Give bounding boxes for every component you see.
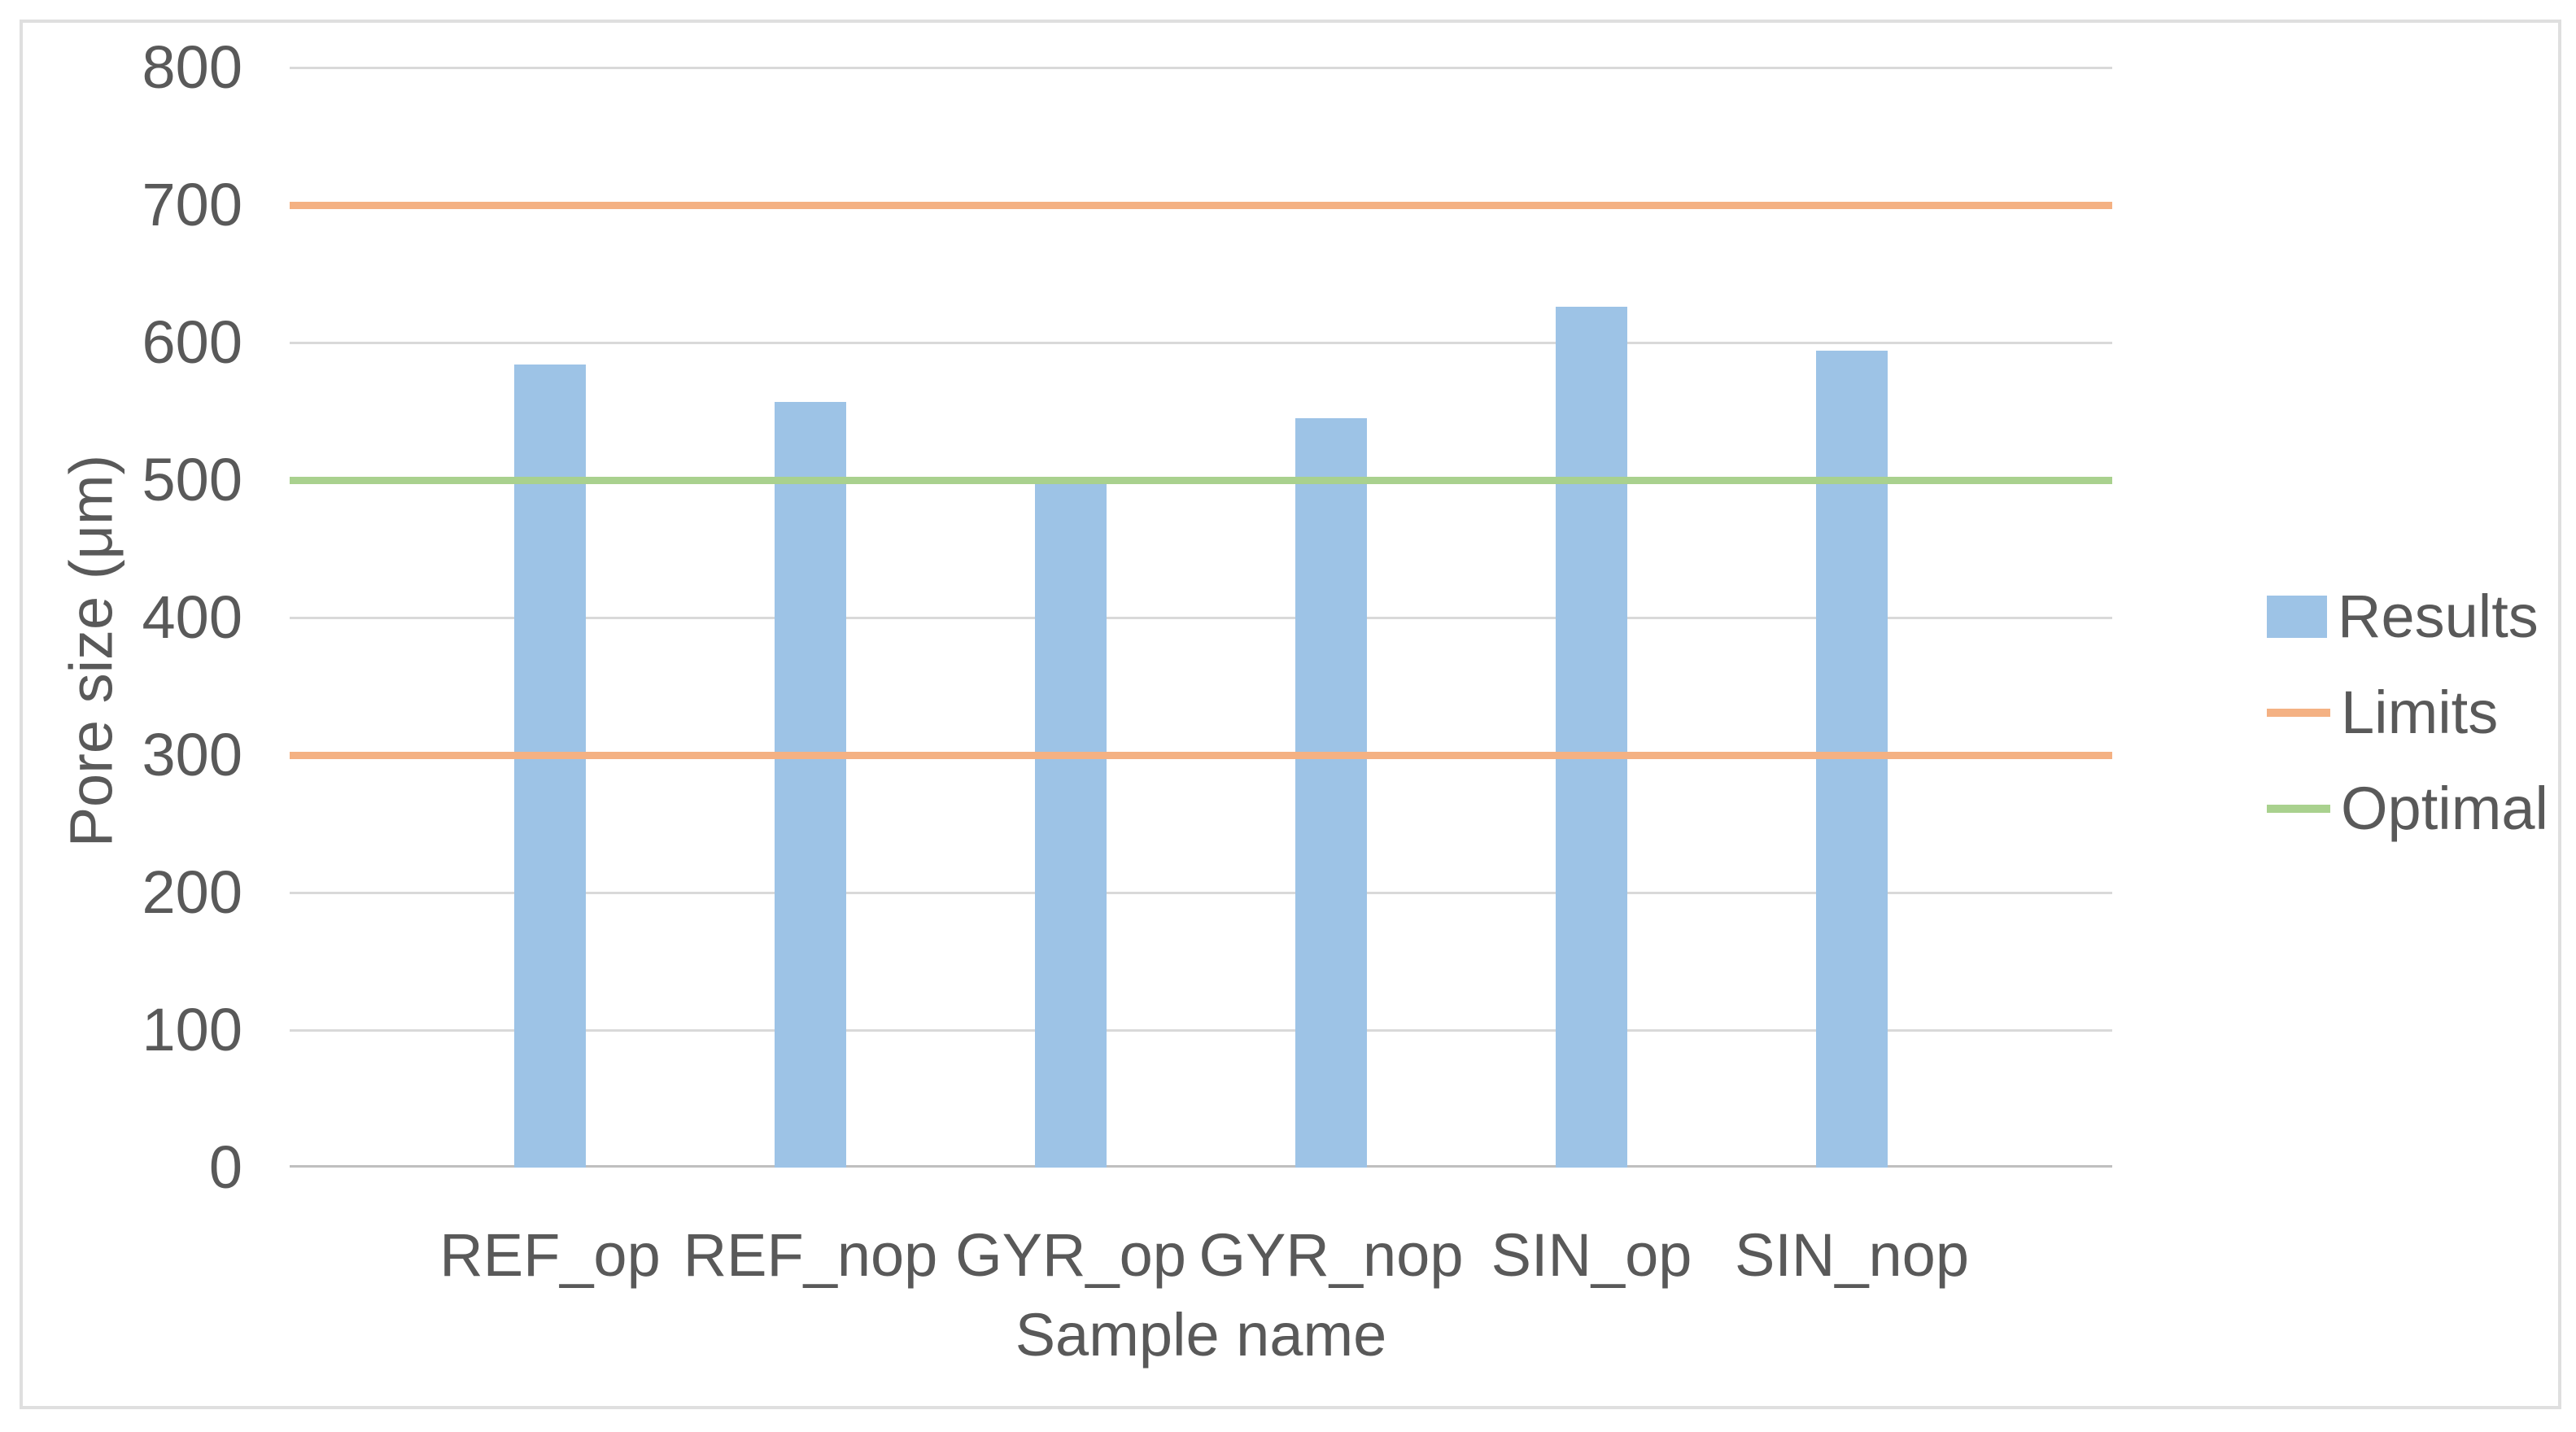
x-tick-label-GYR_op: GYR_op <box>955 1221 1186 1289</box>
legend-item-limits: Limits <box>2267 680 2548 745</box>
bar-REF_op <box>514 365 586 1168</box>
limits-line-700 <box>290 202 2112 209</box>
y-tick-label-500: 500 <box>142 446 242 513</box>
legend-label-optimal: Optimal <box>2341 775 2548 842</box>
y-tick-label-200: 200 <box>142 858 242 926</box>
optimal-line-500 <box>290 477 2112 484</box>
x-tick-label-REF_op: REF_op <box>439 1221 661 1289</box>
x-tick-label-GYR_nop: GYR_nop <box>1198 1221 1464 1289</box>
y-tick-label-100: 100 <box>142 996 242 1063</box>
plot-area <box>290 67 2112 1168</box>
gridline-800 <box>290 67 2112 69</box>
x-axis-title: Sample name <box>1015 1301 1387 1369</box>
bar-SIN_nop <box>1816 351 1888 1168</box>
bar-GYR_op <box>1035 480 1107 1168</box>
legend-item-results: Results <box>2267 584 2548 649</box>
y-tick-label-0: 0 <box>208 1133 242 1201</box>
legend-label-results: Results <box>2338 583 2539 650</box>
limits-line-swatch-icon <box>2267 709 2330 717</box>
y-tick-label-800: 800 <box>142 33 242 101</box>
x-tick-label-SIN_nop: SIN_nop <box>1735 1221 1969 1289</box>
x-axis-line <box>290 1165 2112 1168</box>
y-tick-label-300: 300 <box>142 721 242 788</box>
y-tick-label-600: 600 <box>142 308 242 376</box>
gridline-200 <box>290 892 2112 894</box>
y-tick-label-700: 700 <box>142 171 242 238</box>
results-swatch-icon <box>2267 596 2327 638</box>
legend-item-optimal: Optimal <box>2267 776 2548 841</box>
x-tick-label-SIN_op: SIN_op <box>1491 1221 1692 1289</box>
limits-line-300 <box>290 752 2112 759</box>
legend-label-limits: Limits <box>2341 679 2499 746</box>
y-axis-tick-labels: 0 100 200 300 400 500 600 700 800 <box>65 0 242 1432</box>
bar-SIN_op <box>1556 307 1627 1168</box>
gridline-600 <box>290 342 2112 344</box>
bar-REF_nop <box>775 401 846 1168</box>
x-tick-label-REF_nop: REF_nop <box>683 1221 938 1289</box>
y-tick-label-400: 400 <box>142 583 242 651</box>
gridline-400 <box>290 617 2112 619</box>
optimal-line-swatch-icon <box>2267 805 2330 813</box>
x-axis-category-labels: REF_op REF_nop GYR_op GYR_nop SIN_op SIN_nop <box>290 1219 2112 1292</box>
legend: Results Limits Optimal <box>2267 584 2548 872</box>
bar-GYR_nop <box>1295 417 1367 1168</box>
gridline-100 <box>290 1029 2112 1032</box>
